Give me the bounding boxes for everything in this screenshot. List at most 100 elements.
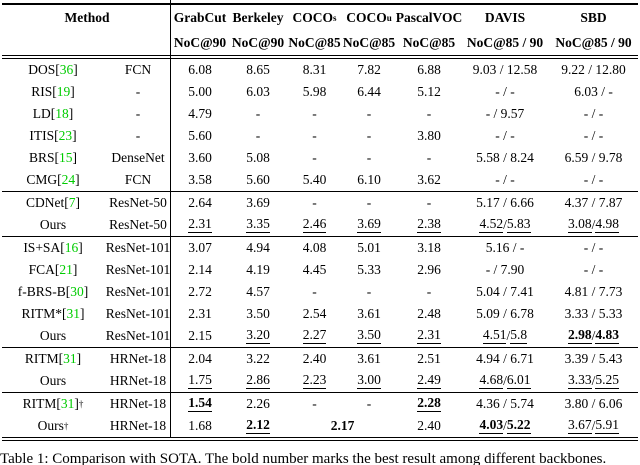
table-row: Ours HRNet-18 1.75 2.86 2.23 3.00 2.49 4.68 / 6… [2,370,638,392]
value-cell: 6.03 / - [574,84,613,99]
value-cell: 5.60 [246,172,270,187]
value-cell: 6.08 [188,62,212,77]
backbone-cell: FCN [124,62,152,77]
value-cell: 4.94 [246,240,270,255]
value-cell: - / 7.90 [485,262,525,277]
table-row: ITIS[23] - 5.60 - - - 3.80 - / - - / - [2,125,638,147]
value-cell: 2.27 [302,327,327,344]
value-cell: 9.03 / 12.58 [472,62,538,77]
value-cell: 3.60 [188,150,212,165]
value-cell: - / - [583,128,604,143]
metric-header: NoC@85 [342,34,396,50]
metric-header: NoC@85 [402,34,456,50]
metric-header: NoC@85 / 90 [466,34,544,50]
value-cell: 3.58 [188,172,212,187]
value-cell: - / - [583,262,604,277]
backbone-cell: ResNet-101 [105,306,171,321]
backbone-cell: ResNet-101 [105,240,171,255]
value-cell: 6.88 [417,62,441,77]
method-header: Method [64,9,110,25]
table-top-rule [2,3,638,5]
value-cell: 2.14 [188,262,212,277]
value-cell: 5.16 / - [485,240,525,255]
value-cell: 4.03 / 5.22 [479,417,531,434]
table-row: RITM[31] † HRNet-18 1.54 2.26 - - 2.28 4.36 / 5.… [2,393,638,415]
value-cell: 4.81 / 7.73 [564,284,623,299]
table-vertical-rule [170,0,171,438]
value-cell: 4.68 / 6.01 [479,372,531,389]
value-cell: 5.09 / 6.78 [476,306,534,321]
table-row: FCA [21] ResNet-101 2.14 4.19 4.45 5.33 2.96 - … [2,259,638,281]
value-cell: 2.40 [302,351,327,366]
value-cell: 4.19 [246,262,270,277]
value-cell: 5.17 / 6.66 [476,195,534,210]
value-cell: 3.69 [246,195,270,210]
value-cell: - [366,195,372,210]
method-cell: ITIS[23] [29,128,77,143]
value-cell: - [312,396,317,411]
value-cell: - [312,195,317,210]
value-cell: 5.12 [417,84,441,99]
value-cell: 3.61 [357,306,381,321]
method-cell: FCA [21] [28,262,78,277]
value-cell: 2.12 [246,417,270,434]
value-cell: 3.00 [357,372,381,389]
header-row-names: Method GrabCut Berkeley COCO s COCO u PascalVOC… [2,5,638,30]
header-separator-rule [2,55,638,59]
method-cell: CDNet[7] [26,195,80,210]
method-cell: DOS[36] [28,62,78,77]
method-cell: RITM[31] [24,351,82,366]
backbone-cell: DenseNet [111,150,165,165]
metric-header: NoC@85 [288,34,341,50]
value-cell: 2.72 [188,284,212,299]
value-cell: 2.48 [417,306,441,321]
value-cell: 6.10 [357,172,381,187]
value-cell: 5.01 [357,240,381,255]
value-cell: 3.61 [357,351,381,366]
backbone-cell: ResNet-50 [109,217,167,232]
value-cell: - [312,106,317,121]
table-caption: Table 1: Comparison with SOTA. The bold … [0,451,607,465]
value-cell: - / - [495,128,515,143]
value-cell: 2.31 [417,327,441,344]
section-separator-rule [2,236,638,237]
value-cell: 2.46 [302,216,327,233]
value-cell: 2.54 [302,306,327,321]
value-cell: 1.75 [188,372,212,389]
value-cell: 2.40 [417,418,441,433]
value-cell: 3.39 / 5.43 [564,351,623,366]
value-cell: - / - [583,240,604,255]
value-cell: 4.94 / 6.71 [476,351,534,366]
header-row-metrics: NoC@90 NoC@90 NoC@85 NoC@85 NoC@85 NoC@85 / 9… [2,30,638,55]
value-cell: 4.37 / 7.87 [564,195,623,210]
value-cell: 3.69 [357,216,381,233]
value-cell: - [366,284,372,299]
backbone-cell: ResNet-101 [105,284,171,299]
method-cell: CMG[24] [26,172,80,187]
column-header: COCO u [346,9,392,25]
value-cell: 3.33 / 5.25 [567,372,619,389]
value-cell: - [426,150,432,165]
column-header: DAVIS [484,9,526,25]
table-row: CDNet[7] ResNet-50 2.64 3.69 - - - 5.17 / 6.66 4… [2,192,638,214]
value-cell: 4.52 / 5.83 [479,216,531,233]
value-cell: 3.33 / 5.33 [564,306,623,321]
value-cell: 3.80 [417,128,441,143]
method-cell: Ours † [37,418,69,433]
value-cell: 3.67 / 5.91 [567,417,619,434]
value-cell: - / - [495,172,515,187]
value-cell: 3.80 / 6.06 [564,396,623,411]
value-cell: 2.86 [246,372,270,389]
backbone-cell: HRNet-18 [109,351,167,366]
value-cell: - / - [583,172,604,187]
backbone-cell: - [135,84,141,99]
column-header: Berkeley [232,9,284,25]
table-row: Ours ResNet-50 2.31 3.35 2.46 3.69 2.38 4.52 / … [2,214,638,236]
value-cell: 3.18 [417,240,441,255]
value-cell: 2.04 [188,351,212,366]
table-row: Ours ResNet-101 2.15 3.20 2.27 3.50 2.31 4.51 /… [2,325,638,347]
value-cell: 4.51 / 5.8 [482,327,528,344]
table-row: DOS[36] FCN 6.08 8.65 8.31 7.82 6.88 9.03 / 12.… [2,59,638,81]
value-cell: 2.31 [188,306,212,321]
